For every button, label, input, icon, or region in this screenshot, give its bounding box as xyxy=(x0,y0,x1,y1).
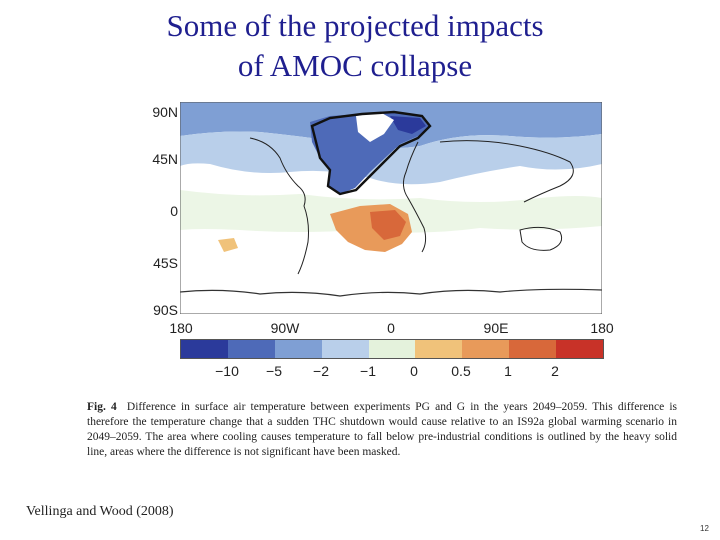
source-citation: Vellinga and Wood (2008) xyxy=(26,504,174,519)
northern-mild-cool-band xyxy=(180,131,602,185)
figure-caption: Fig. 4 Difference in surface air tempera… xyxy=(87,400,677,460)
page-number: 12 xyxy=(700,524,709,533)
colorbar-tick-0: 0 xyxy=(410,363,418,379)
colorbar-swatch-3 xyxy=(321,340,369,358)
colorbar-swatch-1 xyxy=(227,340,275,358)
greenland-mask xyxy=(356,112,394,142)
europe-africa-coastline xyxy=(402,141,427,253)
colorbar-tick-neg10: −10 xyxy=(215,363,239,379)
colorbar-tick-2: 2 xyxy=(551,363,559,379)
south-atlantic-warm-core xyxy=(370,210,406,240)
lon-label-90w: 90W xyxy=(270,320,300,336)
lat-label-45n: 45N xyxy=(152,151,178,167)
asia-coastline xyxy=(439,140,574,203)
colorbar-swatch-4 xyxy=(368,340,416,358)
lon-label-0: 0 xyxy=(387,320,395,336)
lon-label-180-west: 180 xyxy=(169,320,193,336)
colorbar-swatch-0 xyxy=(181,340,228,358)
lat-label-45s: 45S xyxy=(153,255,178,271)
map-svg xyxy=(180,102,602,314)
colorbar-tick-neg5: −5 xyxy=(266,363,282,379)
slide-title: Some of the projected impacts of AMOC co… xyxy=(0,6,710,86)
colorbar-swatch-6 xyxy=(462,340,510,358)
north-atlantic-deep-cooling xyxy=(390,116,426,134)
southern-pacific-warm-patch xyxy=(218,238,238,252)
figure-caption-label: Fig. 4 xyxy=(87,401,117,413)
figure-caption-text: Difference in surface air temperature be… xyxy=(87,401,677,458)
colorbar-tick-neg1: −1 xyxy=(360,363,376,379)
colorbar-tick-0-5: 0.5 xyxy=(451,363,471,379)
lon-label-180-east: 180 xyxy=(590,320,614,336)
north-atlantic-strong-cooling xyxy=(310,112,430,194)
slide-title-line-1: Some of the projected impacts xyxy=(166,8,544,43)
australia-coastline xyxy=(519,226,563,251)
slide-title-line-2: of AMOC collapse xyxy=(237,48,473,83)
antarctic-coastline xyxy=(180,288,602,297)
colorbar-swatch-5 xyxy=(415,340,463,358)
colorbar-tick-neg2: −2 xyxy=(313,363,329,379)
lon-label-90e: 90E xyxy=(483,320,509,336)
colorbar xyxy=(180,339,604,359)
pre-industrial-cooling-outline xyxy=(310,110,432,196)
colorbar-swatch-2 xyxy=(274,340,322,358)
colorbar-tick-1: 1 xyxy=(504,363,512,379)
lat-label-90n: 90N xyxy=(152,104,178,120)
lat-label-90s: 90S xyxy=(153,302,178,318)
colorbar-swatch-7 xyxy=(509,340,557,358)
colorbar-swatch-8 xyxy=(556,340,604,358)
americas-coastline xyxy=(249,137,309,275)
temperature-difference-map xyxy=(180,102,602,314)
lat-label-0: 0 xyxy=(170,203,178,219)
